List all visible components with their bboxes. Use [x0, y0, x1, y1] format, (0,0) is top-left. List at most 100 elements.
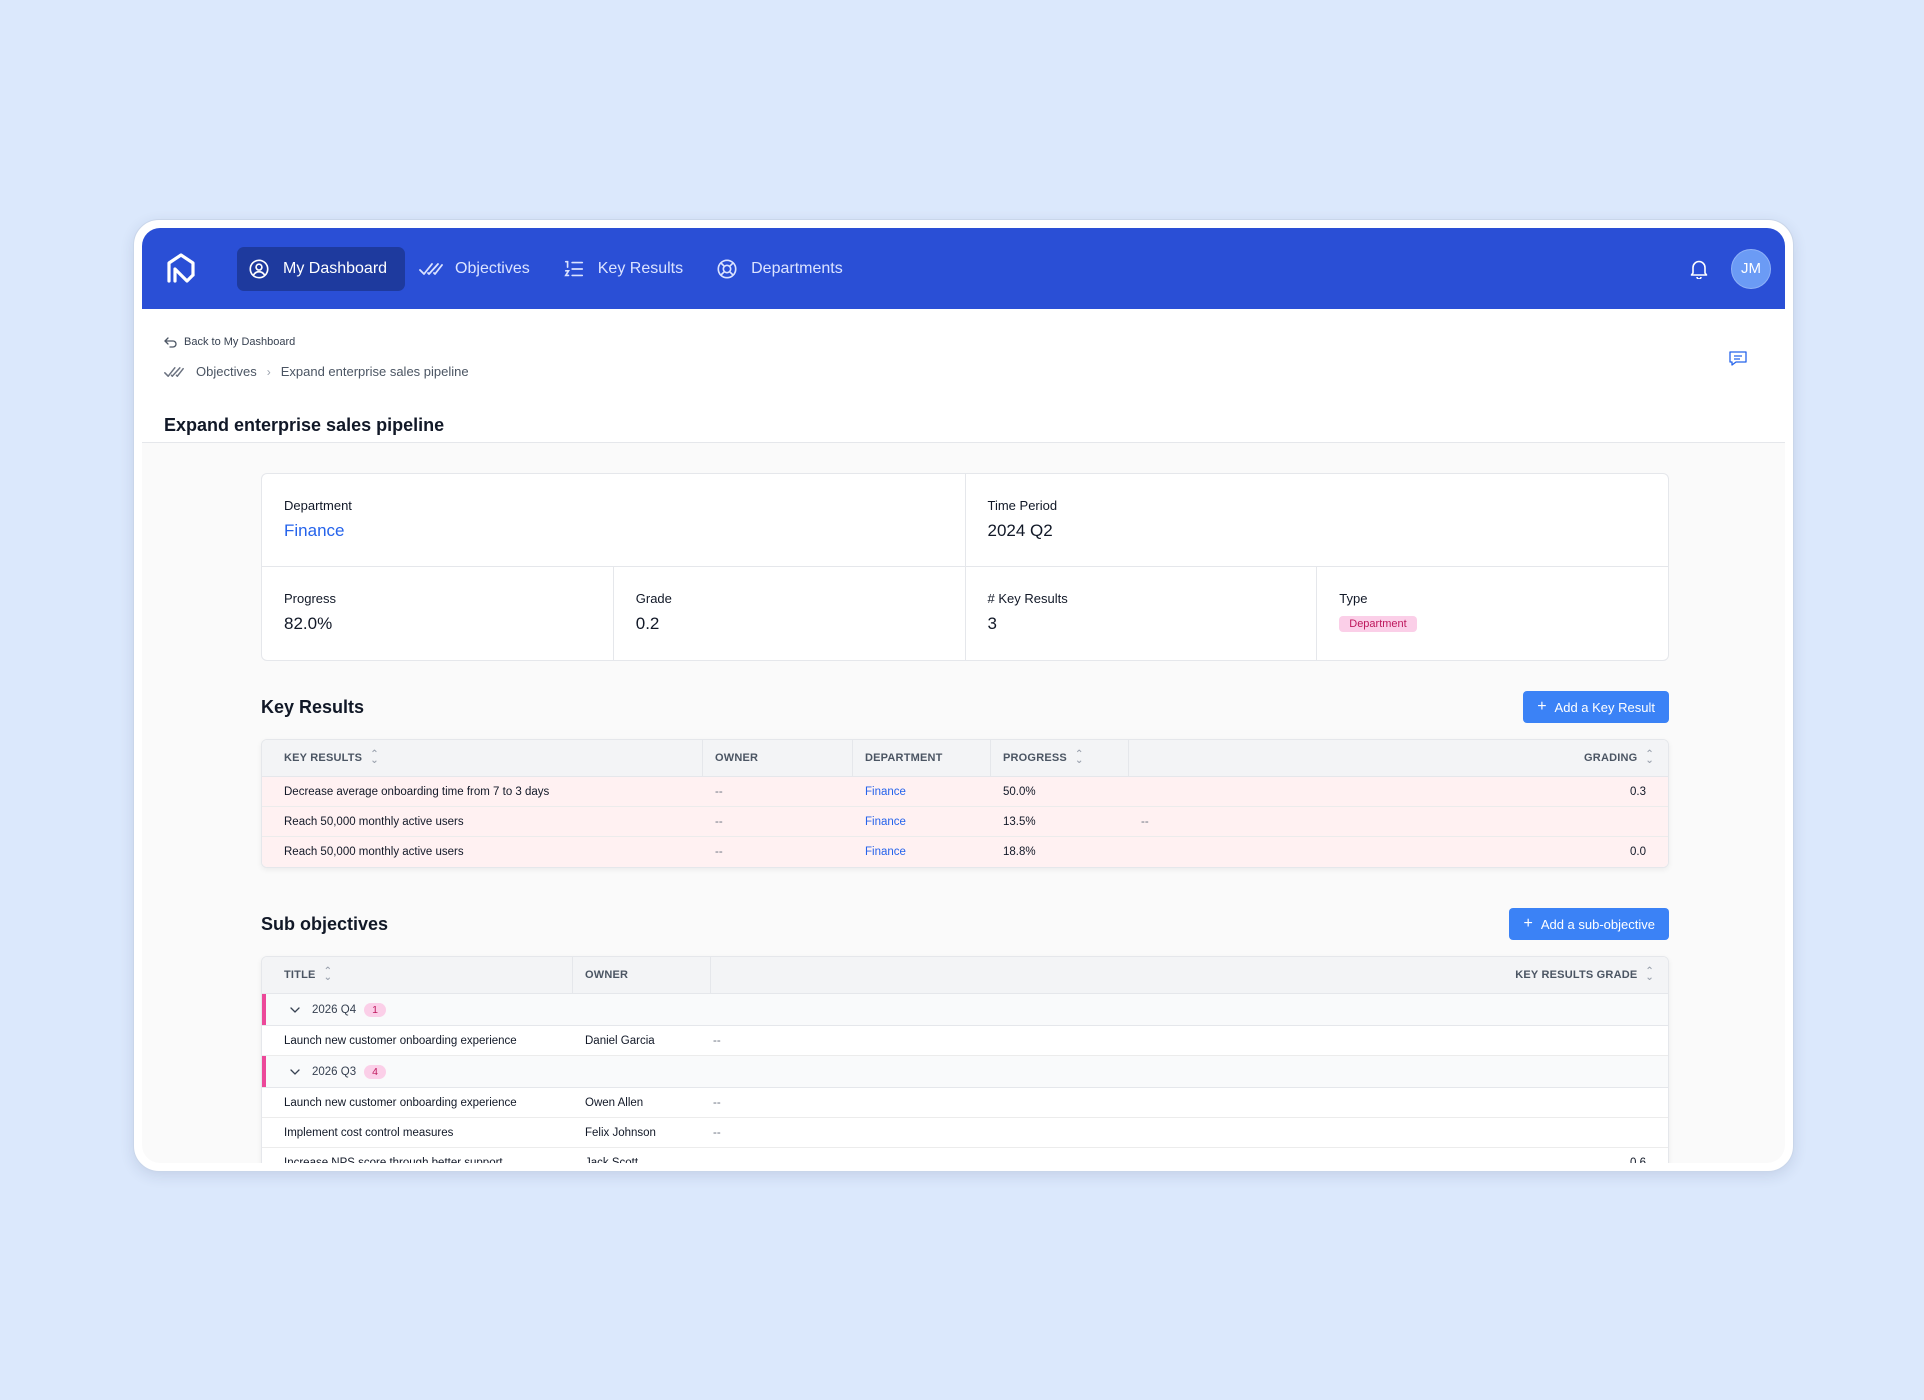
owner-cell: Owen Allen [585, 1096, 644, 1109]
info-label: Progress [284, 591, 337, 606]
info-key-results-count: # Key Results 3 [966, 567, 1318, 660]
top-navbar: My Dashboard Objectives Key Results Depa… [142, 228, 1785, 309]
column-header-kr-grade[interactable]: KEY RESULTS GRADE ⌃ ⌄ [711, 957, 1668, 993]
nav-objectives[interactable]: Objectives [409, 247, 548, 291]
department-link[interactable]: Finance [865, 785, 906, 798]
chevron-down-icon[interactable] [290, 1005, 304, 1015]
info-row: Department Finance Time Period 2024 Q2 [262, 474, 1668, 567]
nav-my-dashboard[interactable]: My Dashboard [237, 246, 406, 291]
column-label: OWNER [715, 752, 759, 764]
key-results-section-header: Key Results + Add a Key Result [261, 691, 1669, 723]
info-progress: Progress 82.0% [262, 567, 614, 660]
department-link[interactable]: Finance [865, 846, 906, 858]
bell-icon[interactable] [1687, 257, 1711, 281]
owner-cell: Daniel Garcia [585, 1034, 655, 1047]
info-value: 82.0% [284, 614, 333, 633]
info-value: 3 [987, 614, 997, 633]
page-header: Back to My Dashboard Objectives › Expand… [142, 309, 1785, 443]
info-value: 0.2 [635, 614, 660, 633]
key-result-name[interactable]: Decrease average onboarding time from 7 … [284, 785, 550, 798]
owner-cell: -- [715, 846, 723, 858]
extra-cell [1129, 837, 1229, 867]
group-accent-bar [262, 994, 266, 1025]
column-label: GRADING [1584, 752, 1638, 764]
column-header-grading[interactable]: GRADING ⌃ ⌄ [1129, 740, 1668, 776]
group-row-2026-q3[interactable]: 2026 Q3 4 [262, 1056, 1668, 1088]
key-result-name[interactable]: Reach 50,000 monthly active users [284, 846, 464, 858]
nav-label: My Dashboard [283, 259, 388, 277]
back-link[interactable]: Back to My Dashboard [164, 336, 295, 348]
key-results-table: KEY RESULTS ⌃ ⌄ OWNER DEPARTMENT PROGRESS… [261, 739, 1669, 868]
column-header-title[interactable]: TITLE ⌃ ⌄ [262, 957, 573, 993]
progress-cell: 18.8% [1003, 846, 1036, 858]
grade-cell [801, 1026, 1668, 1055]
sub-objectives-table: TITLE ⌃ ⌄ OWNER KEY RESULTS GRADE ⌃ ⌄ [261, 956, 1669, 1163]
sub-objectives-section-header: Sub objectives + Add a sub-objective [261, 908, 1669, 940]
owner-cell: -- [715, 785, 723, 798]
avatar[interactable]: JM [1731, 248, 1771, 289]
department-link[interactable]: Finance [865, 815, 906, 828]
sub-objective-title[interactable]: Implement cost control measures [284, 1126, 454, 1139]
sort-icon[interactable]: ⌃ ⌄ [1074, 749, 1084, 766]
info-department: Department Finance [262, 474, 966, 566]
table-row[interactable]: Reach 50,000 monthly active users -- Fin… [262, 837, 1668, 867]
column-header-key-results[interactable]: KEY RESULTS ⌃ ⌄ [262, 740, 703, 776]
column-header-progress[interactable]: PROGRESS ⌃ ⌄ [991, 740, 1129, 776]
sub-objective-title[interactable]: Launch new customer onboarding experienc… [284, 1034, 517, 1047]
add-key-result-button[interactable]: + Add a Key Result [1523, 691, 1669, 723]
button-label: Add a sub-objective [1540, 916, 1655, 932]
table-row[interactable]: Implement cost control measures Felix Jo… [262, 1118, 1668, 1148]
nav-label: Departments [751, 259, 843, 277]
mid-cell: -- [713, 1096, 721, 1109]
key-result-name[interactable]: Reach 50,000 monthly active users [284, 815, 464, 828]
column-header-owner: OWNER [703, 740, 853, 776]
mid-cell: -- [713, 1034, 721, 1047]
sort-icon[interactable]: ⌃ ⌄ [1645, 966, 1654, 983]
breadcrumb-objectives[interactable]: Objectives [196, 364, 257, 379]
table-row[interactable]: Launch new customer onboarding experienc… [262, 1026, 1668, 1056]
table-row[interactable]: Decrease average onboarding time from 7 … [262, 777, 1668, 807]
column-header-owner: OWNER [573, 957, 711, 993]
grading-cell: 0.3 [1630, 785, 1646, 798]
page-title: Expand enterprise sales pipeline [164, 415, 445, 435]
column-label: DEPARTMENT [865, 752, 943, 764]
section-title: Sub objectives [261, 913, 389, 934]
sub-objective-title[interactable]: Launch new customer onboarding experienc… [284, 1096, 517, 1109]
sub-objective-title[interactable]: Increase NPS score through better suppor… [284, 1157, 503, 1163]
nav-label: Key Results [597, 259, 684, 277]
info-grade: Grade 0.2 [614, 567, 966, 660]
info-time-period: Time Period 2024 Q2 [966, 474, 1669, 566]
department-link[interactable]: Finance [284, 521, 345, 540]
app-container: My Dashboard Objectives Key Results Depa… [142, 228, 1785, 1163]
sort-icon[interactable]: ⌃ ⌄ [370, 749, 379, 766]
breadcrumb: Objectives › Expand enterprise sales pip… [164, 364, 469, 379]
table-row[interactable]: Increase NPS score through better suppor… [262, 1148, 1668, 1163]
owner-cell: Felix Johnson [585, 1126, 656, 1139]
mid-cell: -- [713, 1126, 721, 1139]
chevron-down-icon[interactable] [290, 1067, 304, 1077]
add-sub-objective-button[interactable]: + Add a sub-objective [1509, 908, 1669, 940]
column-header-department: DEPARTMENT [853, 740, 991, 776]
grade-cell [801, 1088, 1668, 1117]
button-label: Add a Key Result [1554, 699, 1655, 715]
table-header: TITLE ⌃ ⌄ OWNER KEY RESULTS GRADE ⌃ ⌄ [262, 957, 1668, 994]
info-label: Department [284, 498, 352, 513]
info-label: Time Period [987, 498, 1058, 513]
sort-icon[interactable]: ⌃ ⌄ [1645, 749, 1654, 766]
sort-icon[interactable]: ⌃ ⌄ [323, 966, 333, 983]
nav-departments[interactable]: Departments [705, 247, 861, 291]
owner-cell: -- [715, 815, 723, 828]
column-label: PROGRESS [1003, 752, 1067, 764]
comment-icon[interactable] [1727, 349, 1749, 369]
table-row[interactable]: Reach 50,000 monthly active users -- Fin… [262, 807, 1668, 837]
progress-cell: 50.0% [1003, 785, 1036, 798]
chevron-right-icon: › [266, 364, 271, 379]
group-row-2026-q4[interactable]: 2026 Q4 1 [262, 994, 1668, 1026]
mid-cell [701, 1148, 801, 1163]
grading-cell: 0.0 [1630, 846, 1646, 858]
table-row[interactable]: Launch new customer onboarding experienc… [262, 1088, 1668, 1118]
nav-key-results[interactable]: Key Results [552, 247, 701, 291]
app-logo-icon[interactable] [164, 251, 200, 287]
return-arrow-icon [164, 336, 178, 348]
extra-cell [1129, 777, 1229, 806]
